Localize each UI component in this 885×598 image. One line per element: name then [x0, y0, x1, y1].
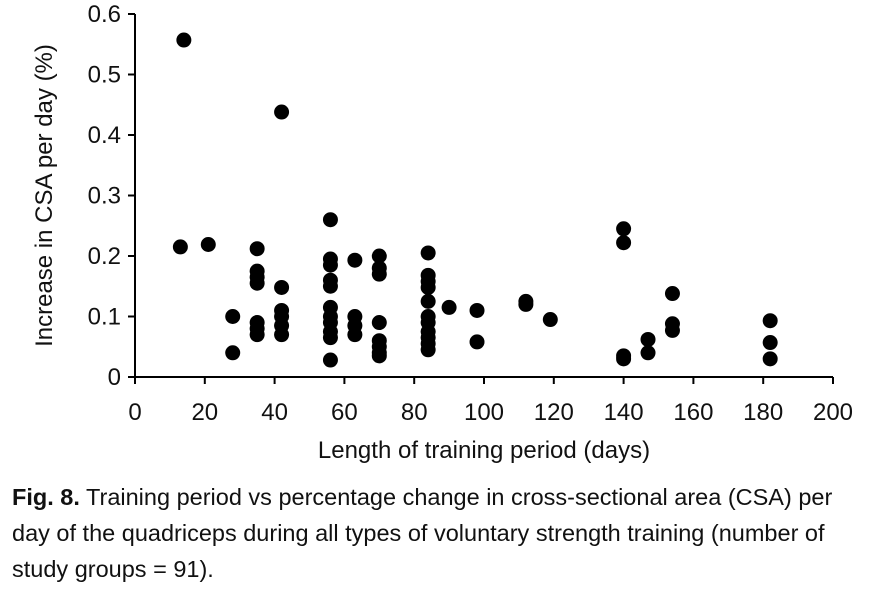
x-tick-label: 120	[534, 399, 574, 426]
data-point	[664, 322, 680, 338]
data-point	[322, 257, 338, 273]
data-point	[616, 235, 632, 251]
data-point	[322, 278, 338, 294]
x-tick-label: 20	[191, 399, 218, 426]
data-point	[322, 352, 338, 368]
data-point	[518, 296, 534, 312]
data-point	[322, 330, 338, 346]
data-point	[762, 351, 778, 367]
data-point	[762, 313, 778, 329]
figure-caption: Fig. 8. Training period vs percentage ch…	[12, 479, 876, 587]
data-point	[371, 315, 387, 331]
data-point	[200, 237, 216, 253]
y-tick-label: 0.5	[88, 62, 121, 89]
data-point	[176, 32, 192, 48]
x-axis-title: Length of training period (days)	[318, 437, 650, 464]
y-tick-label: 0.4	[88, 122, 121, 149]
x-ticks: 0 20 40 60 80 100 120 140 160 180 200	[128, 377, 853, 426]
data-point	[371, 248, 387, 264]
data-point	[371, 348, 387, 364]
y-ticks: 0 0.1 0.2 0.3 0.4 0.5 0.6	[88, 1, 135, 391]
data-point	[640, 331, 656, 347]
data-point	[616, 351, 632, 367]
data-point	[225, 345, 241, 361]
caption-label: Fig. 8.	[12, 484, 80, 510]
data-points	[172, 32, 778, 368]
y-tick-label: 0	[108, 364, 121, 391]
data-point	[249, 241, 265, 257]
x-tick-label: 140	[604, 399, 644, 426]
x-tick-label: 60	[331, 399, 358, 426]
y-axis-title: Increase in CSA per day (%)	[31, 44, 58, 347]
x-tick-label: 180	[743, 399, 783, 426]
axes	[134, 14, 833, 378]
data-point	[347, 327, 363, 343]
data-point	[225, 309, 241, 324]
data-point	[249, 327, 265, 343]
data-point	[274, 279, 290, 295]
y-tick-label: 0.3	[88, 183, 121, 210]
data-point	[172, 239, 188, 255]
y-tick-label: 0.2	[88, 243, 121, 270]
data-point	[371, 266, 387, 282]
x-tick-label: 0	[128, 399, 141, 426]
scatter-chart: 0 20 40 60 80 100 120 140 160 180 200 0 0.1 0.2 0.3 0.…	[31, 1, 853, 464]
x-tick-label: 40	[261, 399, 288, 426]
data-point	[640, 345, 656, 361]
x-tick-label: 160	[673, 399, 713, 426]
data-point	[274, 327, 290, 343]
data-point	[542, 312, 558, 328]
data-point	[347, 252, 363, 268]
data-point	[420, 245, 436, 261]
data-point	[420, 293, 436, 309]
data-point	[469, 302, 485, 318]
data-point	[249, 275, 265, 291]
data-point	[274, 104, 290, 120]
y-tick-label: 0.6	[88, 1, 121, 28]
caption-text: Training period vs percentage change in …	[12, 484, 833, 582]
data-point	[441, 299, 457, 315]
x-tick-label: 100	[464, 399, 504, 426]
x-tick-label: 200	[813, 399, 853, 426]
data-point	[322, 212, 338, 228]
data-point	[420, 279, 436, 295]
data-point	[616, 221, 632, 237]
data-point	[469, 334, 485, 350]
x-tick-label: 80	[401, 399, 428, 426]
data-point	[762, 335, 778, 351]
data-point	[420, 342, 436, 358]
y-tick-label: 0.1	[88, 304, 121, 331]
data-point	[664, 286, 680, 302]
